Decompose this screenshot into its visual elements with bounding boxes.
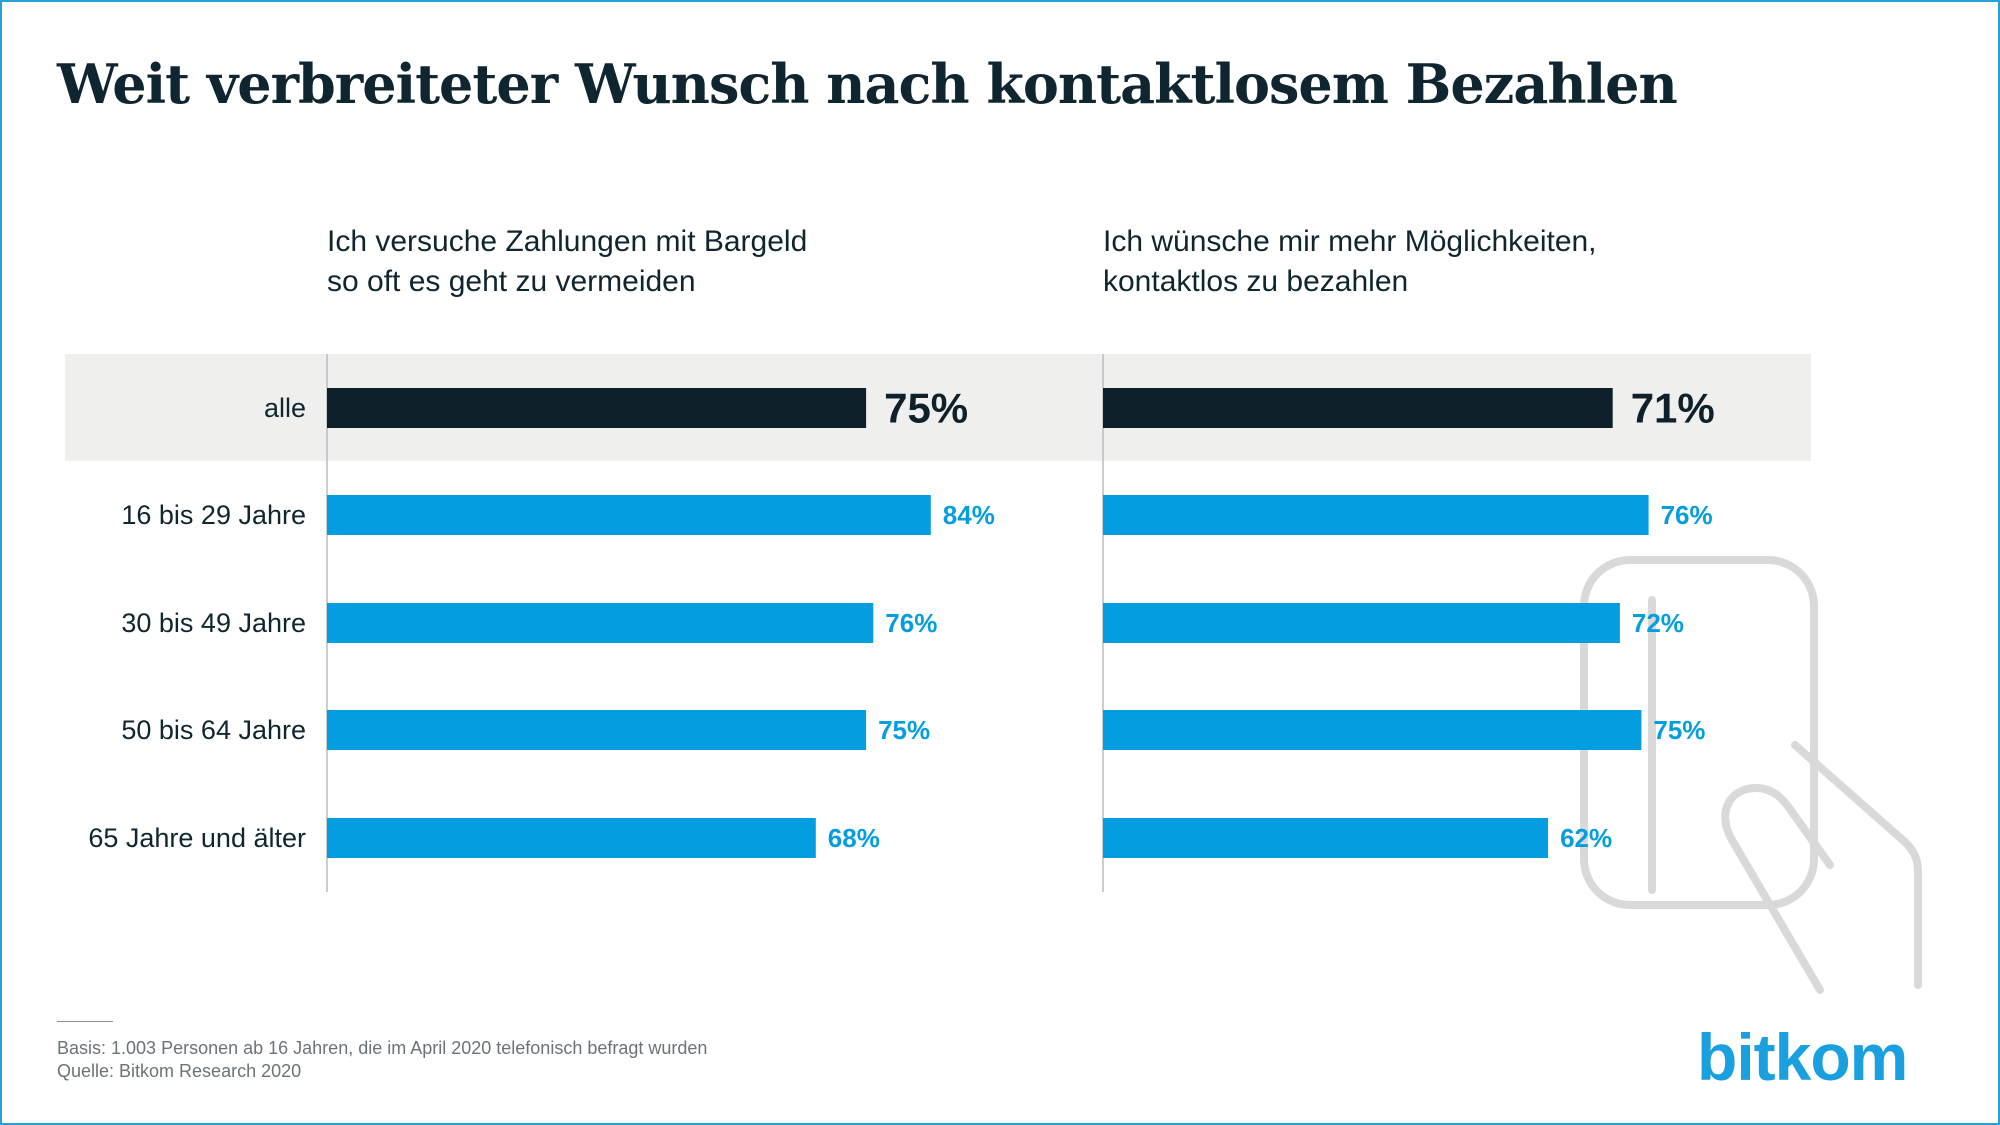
footnote-source: Quelle: Bitkom Research 2020 [57, 1061, 302, 1081]
right-value-label-5: 62% [1560, 823, 1612, 853]
right-value-label-1: 71% [1631, 385, 1715, 432]
left-bar-5 [327, 818, 816, 858]
bitkom-logo: bitkom [1697, 1020, 1908, 1094]
page-title: Weit verbreiteter Wunsch nach kontaktlos… [57, 52, 1678, 116]
right-bar-5 [1103, 818, 1549, 858]
footnote-basis: Basis: 1.003 Personen ab 16 Jahren, die … [57, 1038, 708, 1058]
right-value-label-4: 75% [1653, 715, 1705, 745]
category-label-2: 16 bis 29 Jahre [121, 500, 306, 530]
left-value-label-4: 75% [878, 715, 930, 745]
right-bar-3 [1103, 603, 1620, 643]
left-value-label-5: 68% [828, 823, 880, 853]
right-chart-subtitle-line-1: Ich wünsche mir mehr Möglichkeiten, [1103, 225, 1597, 258]
left-bar-1 [327, 388, 867, 428]
right-value-label-3: 72% [1632, 608, 1684, 638]
category-label-5: 65 Jahre und älter [88, 823, 306, 853]
left-chart-subtitle-line-2: so oft es geht zu vermeiden [327, 265, 696, 298]
right-bar-4 [1103, 710, 1642, 750]
footnote-rule [57, 1021, 113, 1022]
left-value-label-3: 76% [885, 608, 937, 638]
category-label-1: alle [264, 393, 306, 423]
left-value-label-2: 84% [943, 500, 995, 530]
right-chart-subtitle: Ich wünsche mir mehr Möglichkeiten, kont… [1103, 222, 1597, 302]
left-chart-subtitle-line-1: Ich versuche Zahlungen mit Bargeld [327, 225, 808, 258]
right-value-label-2: 76% [1661, 500, 1713, 530]
category-label-4: 50 bis 64 Jahre [121, 715, 306, 745]
left-bar-4 [327, 710, 867, 750]
left-bar-2 [327, 495, 931, 535]
right-bar-1 [1103, 388, 1613, 428]
left-chart-subtitle: Ich versuche Zahlungen mit Bargeld so of… [327, 222, 807, 302]
right-chart-subtitle-line-2: kontaktlos zu bezahlen [1103, 265, 1409, 298]
right-bar-2 [1103, 495, 1649, 535]
left-bar-3 [327, 603, 874, 643]
category-label-3: 30 bis 49 Jahre [121, 608, 306, 638]
left-value-label-1: 75% [884, 385, 968, 432]
